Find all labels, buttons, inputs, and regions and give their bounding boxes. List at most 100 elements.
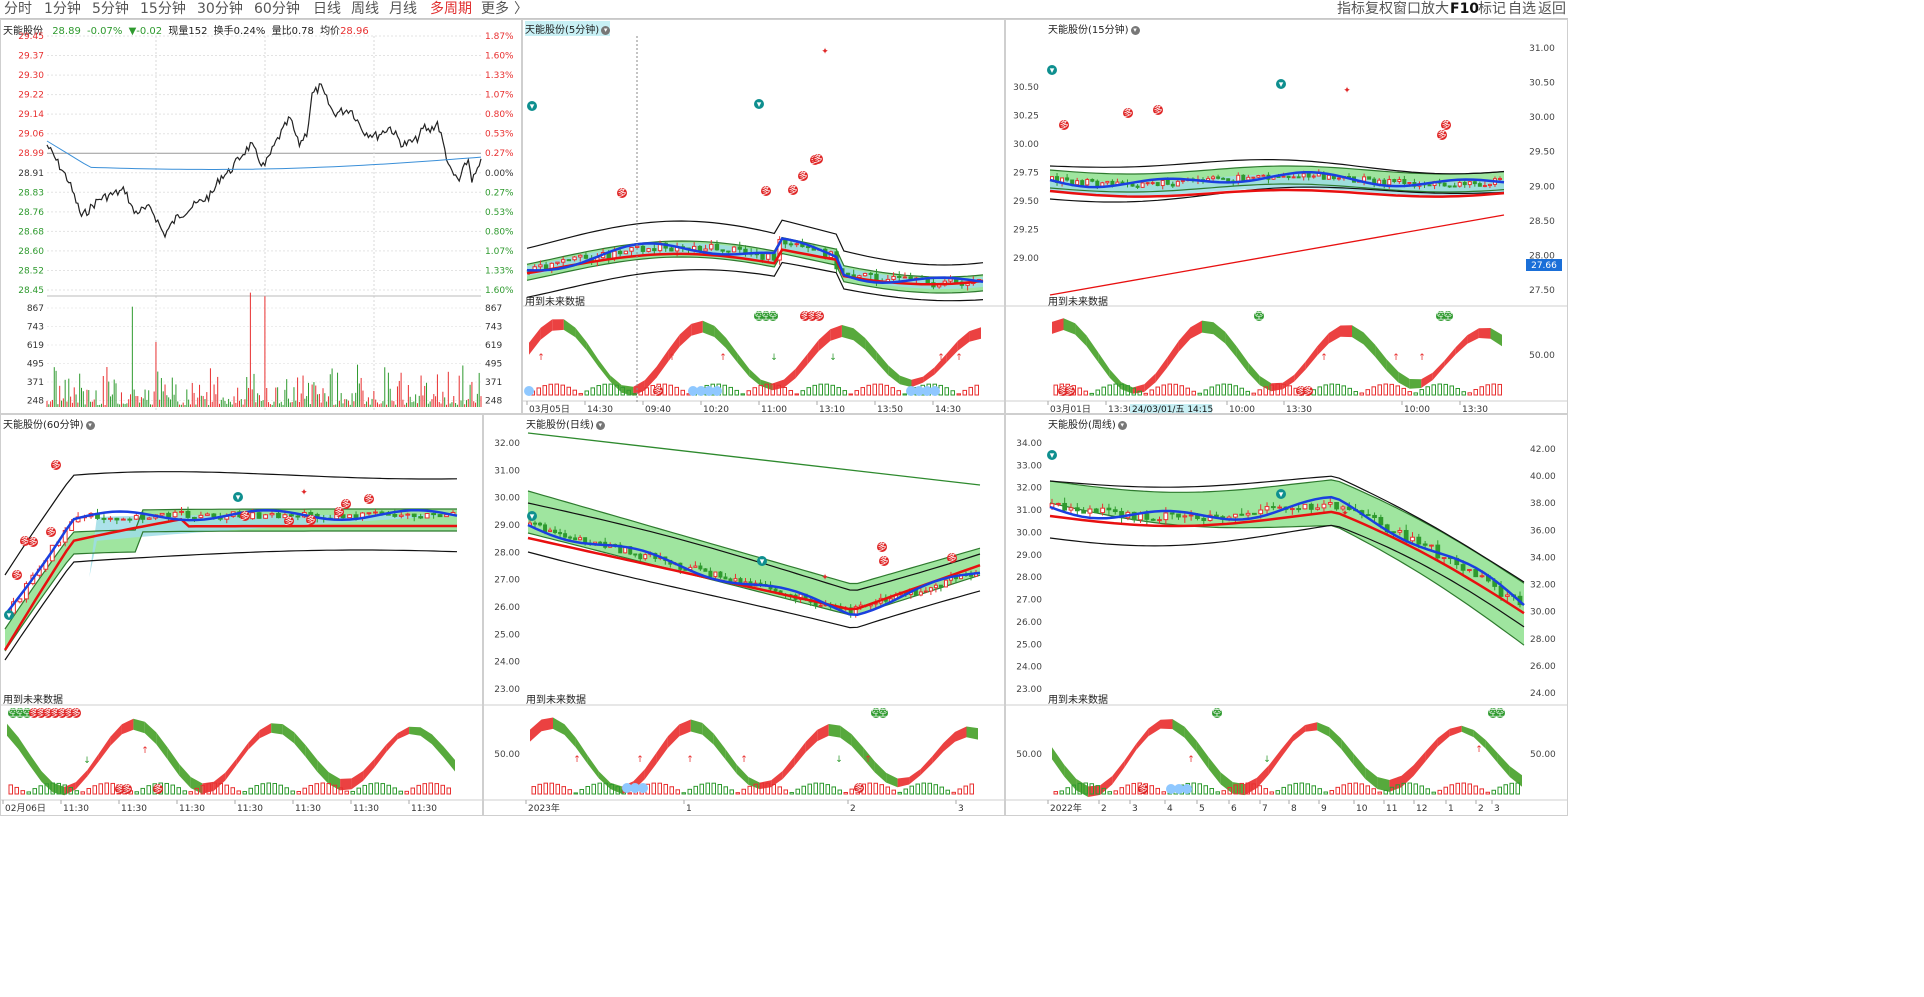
arrow-up-icon: ↑ xyxy=(1475,745,1483,755)
green-signal-icon: 空 xyxy=(22,707,31,719)
dropdown-icon[interactable]: ▾ xyxy=(595,420,605,430)
tab-weekly[interactable]: 周线 xyxy=(351,1,379,17)
candle xyxy=(1182,515,1188,518)
intraday-chart-panel[interactable]: 天能股份 28.89 -0.07% ▼-0.02 现量152 换手0.24% 量… xyxy=(0,19,522,414)
indicator-bar xyxy=(753,783,758,795)
indicator-ribbon xyxy=(75,770,88,790)
indicator-bar xyxy=(50,782,55,795)
indicator-bar xyxy=(1341,784,1346,795)
change-value: ▼-0.02 xyxy=(128,26,163,37)
y-tick-label: 30.00 xyxy=(1016,528,1042,538)
buy-signal-icon xyxy=(653,386,663,396)
buy-signal-icon xyxy=(51,460,61,470)
sell-signal-icon: ▾ xyxy=(1050,66,1055,76)
candle xyxy=(1472,181,1477,185)
indicator-bar xyxy=(752,387,757,396)
indicator-ribbon xyxy=(1281,734,1293,758)
candle xyxy=(1155,182,1160,187)
watchlist-button[interactable]: 自选 xyxy=(1508,1,1536,17)
chart-panel-15min[interactable]: 天能股份(15分钟) ▾ 31.00 30.50 30.00 29.50 29.00 28.… xyxy=(1005,19,1568,414)
indicator-bar xyxy=(1173,383,1178,396)
volume-tick-label: 371 xyxy=(27,378,44,388)
indicator-ribbon xyxy=(18,737,30,766)
price-tick-label: 28.91 xyxy=(18,169,44,179)
indicator-ribbon xyxy=(271,723,283,735)
dropdown-icon[interactable]: ▾ xyxy=(601,25,611,35)
tab-15min[interactable]: 15分钟 xyxy=(140,1,186,17)
tab-1min[interactable]: 1分钟 xyxy=(44,1,81,17)
candle xyxy=(1397,179,1402,183)
candle xyxy=(638,553,643,560)
indicator-bar xyxy=(1395,385,1400,396)
chart-panel-weekly[interactable]: 天能股份(周线) ▾ 34.00 33.00 32.00 31.00 30.00 29.00… xyxy=(1005,414,1568,816)
buy-signal-icon: 多 xyxy=(1303,385,1312,397)
price-tag xyxy=(1526,259,1562,271)
buy-signal-icon: 多 xyxy=(947,552,956,564)
tab-60min[interactable]: 60分钟 xyxy=(254,1,300,17)
candle xyxy=(728,578,733,582)
chevron-right-icon[interactable]: 〉 xyxy=(514,1,528,17)
indicator-bar xyxy=(1077,782,1082,795)
buy-signal-icon xyxy=(1303,386,1313,396)
indicator-ribbon xyxy=(782,756,795,779)
indicator-ribbon xyxy=(1063,318,1076,335)
indicator-bar xyxy=(1083,782,1088,795)
indicator-ribbon xyxy=(1305,722,1318,732)
tab-more[interactable]: 更多 xyxy=(481,1,509,17)
indicator-bar xyxy=(1389,786,1394,795)
f10-button[interactable]: F10 xyxy=(1450,1,1480,17)
indicator-button[interactable]: 指标 xyxy=(1337,1,1365,17)
indicator-bar xyxy=(921,782,926,795)
indicator-bar xyxy=(98,783,103,795)
adjust-button[interactable]: 复权 xyxy=(1365,1,1393,17)
tab-5min[interactable]: 5分钟 xyxy=(92,1,129,17)
y-tick-label: 24.00 xyxy=(1530,689,1556,699)
indicator-bar xyxy=(1245,390,1250,396)
indicator-bar xyxy=(1053,384,1058,396)
indicator-bar xyxy=(440,784,445,795)
indicator-ribbon xyxy=(1365,767,1378,789)
arrow-up-icon: ↑ xyxy=(537,353,545,363)
indicator-bar xyxy=(92,785,97,795)
chart-panel-5min[interactable]: 天能股份(5分钟)▾ ▾多▾✦多多多多多↑↑↑↓↓↑↑空空空多多多多03月05日… xyxy=(522,19,1005,414)
buy-signal-icon: 多 xyxy=(334,506,343,518)
tab-multi-period[interactable]: 多周期 xyxy=(430,1,472,17)
indicator-bar xyxy=(1365,389,1370,396)
chart-panel-60min[interactable]: 天能股份(60分钟) ▾ ▾ 多多多多多 ▾ 多多 ✦ 多多多多 ↓ ↑ 空空空多多多多多多多多多… xyxy=(0,414,483,816)
zoom-button[interactable]: 放大 xyxy=(1421,1,1449,17)
indicator-ribbon xyxy=(1293,725,1306,742)
indicator-bar xyxy=(1335,786,1340,795)
green-signal-icon: 空 xyxy=(1212,707,1221,719)
tab-30min[interactable]: 30分钟 xyxy=(197,1,243,17)
window-button[interactable]: 窗口 xyxy=(1393,1,1421,17)
tab-intraday[interactable]: 分时 xyxy=(4,1,32,17)
indicator-ribbon xyxy=(1490,328,1502,347)
indicator-bar xyxy=(1419,389,1424,396)
future-data-note: 用到未来数据 xyxy=(526,695,586,706)
dropdown-icon[interactable]: ▾ xyxy=(1130,25,1140,35)
indicator-bar xyxy=(1389,383,1394,396)
indicator-bar xyxy=(614,384,619,396)
back-button[interactable]: 返回 xyxy=(1538,1,1566,17)
candle xyxy=(1211,176,1216,180)
price-tick-label: 29.06 xyxy=(18,130,44,140)
indicator-bar xyxy=(1347,782,1352,795)
chart-panel-daily[interactable]: 天能股份(日线) ▾ 32.00 31.00 30.00 29.00 28.00 27.00… xyxy=(483,414,1005,816)
dropdown-icon[interactable]: ▾ xyxy=(85,420,95,430)
trend-band-edge xyxy=(527,532,981,616)
indicator-bar xyxy=(1347,387,1352,396)
indicator-bar xyxy=(806,387,811,396)
indicator-ribbon xyxy=(1148,719,1161,737)
mark-button[interactable]: 标记 xyxy=(1478,1,1506,17)
x-tick-label: 10:00 xyxy=(1229,405,1255,414)
tab-daily[interactable]: 日线 xyxy=(313,1,341,17)
x-tick-label: 2 xyxy=(1478,804,1484,814)
candle xyxy=(437,514,443,518)
tab-monthly[interactable]: 月线 xyxy=(389,1,417,17)
indicator-bar xyxy=(699,783,704,795)
candle xyxy=(598,541,603,544)
indicator-bar xyxy=(1233,385,1238,396)
indicator-ribbon xyxy=(282,724,295,744)
dropdown-icon[interactable]: ▾ xyxy=(1117,420,1127,430)
indicator-bar xyxy=(410,787,415,795)
